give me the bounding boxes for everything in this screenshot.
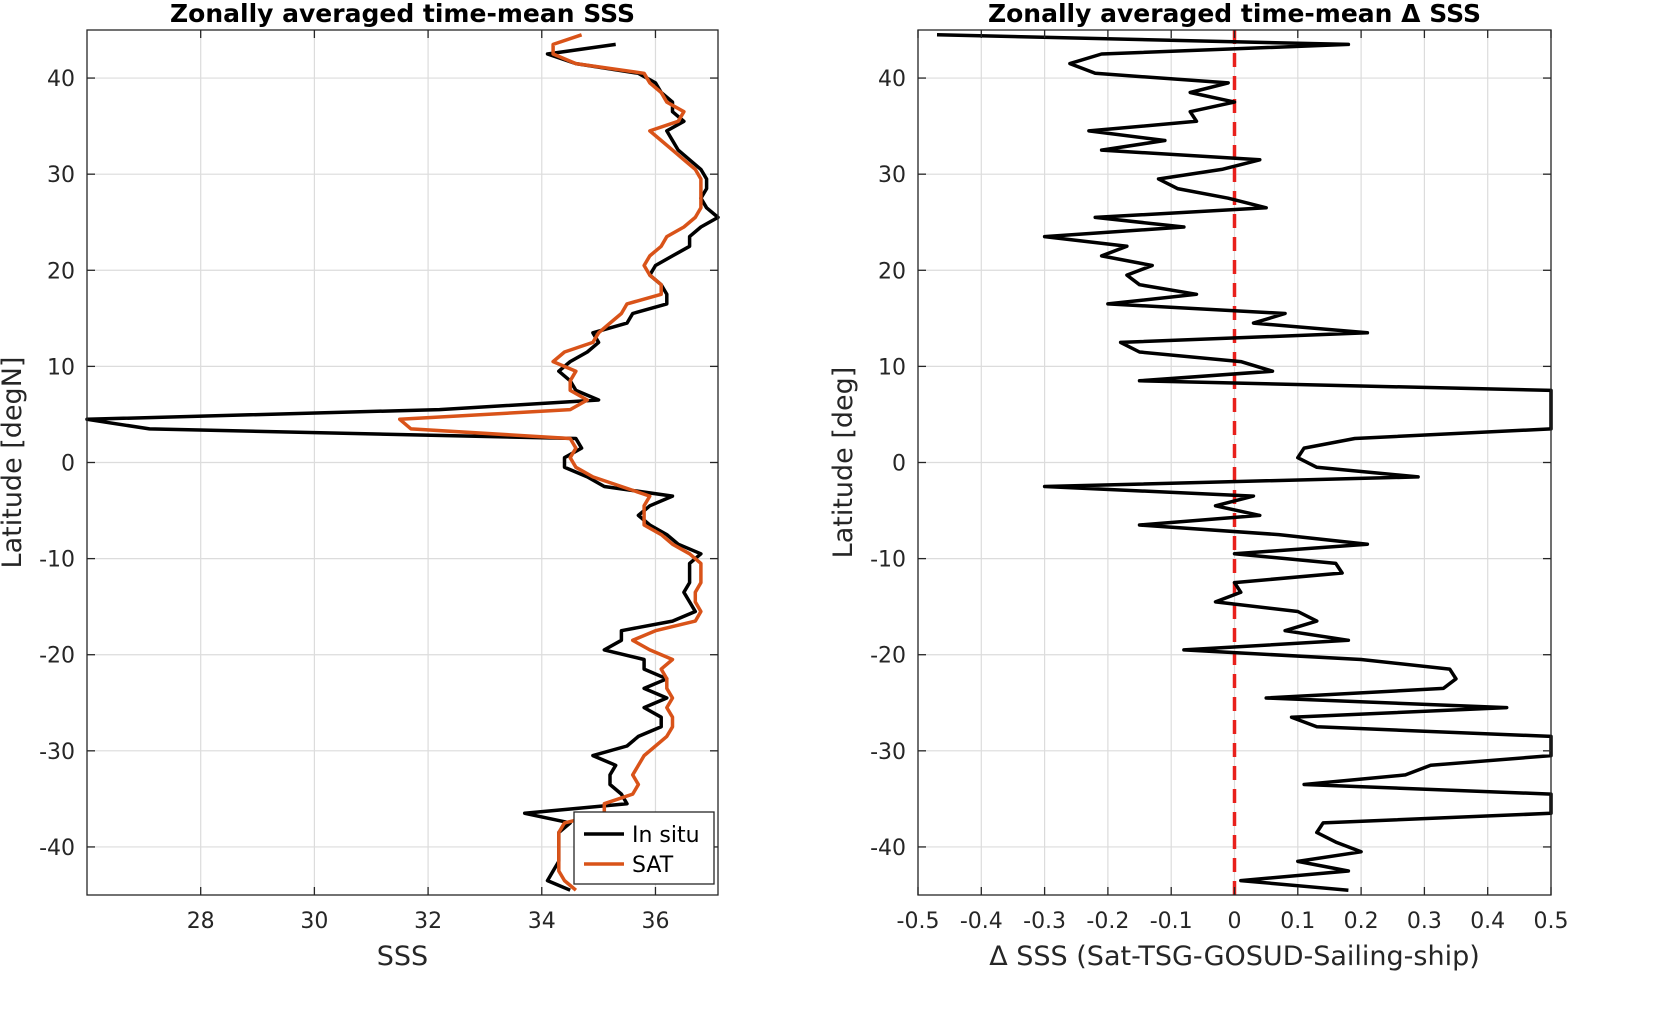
delta-sss-x-tick-label: 0 — [1228, 909, 1242, 934]
sss-y-tick-label: 0 — [61, 452, 75, 477]
sss-x-tick-label: 36 — [641, 909, 669, 934]
sss-y-tick-label: -20 — [39, 644, 75, 669]
sss-legend: In situ SAT — [573, 811, 715, 885]
delta-sss-x-tick-label: -0.2 — [1086, 909, 1129, 934]
sss-x-tick-label: 32 — [414, 909, 442, 934]
delta-sss-chart: -0.5 -0.4 -0.3 -0.2 -0.1 0 0.1 0.2 0.3 0.4 0.5 -40 -… — [828, 0, 1569, 972]
sss-x-tick-label: 28 — [187, 909, 215, 934]
delta-sss-y-tick-label: 40 — [878, 67, 906, 92]
delta-sss-y-tick-label: 20 — [878, 259, 906, 284]
sss-y-tick-label: 40 — [47, 67, 75, 92]
sss-y-axis-label: Latitude [degN] — [0, 357, 28, 569]
delta-sss-x-tick-label: 0.5 — [1534, 909, 1569, 934]
sss-y-tick-label: 20 — [47, 259, 75, 284]
delta-sss-x-tick-label: -0.3 — [1023, 909, 1066, 934]
sss-x-tick-label: 34 — [528, 909, 556, 934]
sss-series — [85, 33, 720, 892]
sss-chart-title: Zonally averaged time-mean SSS — [170, 0, 635, 28]
sss-series-line-in-situ — [85, 42, 720, 892]
sss-y-tick-label: 30 — [47, 163, 75, 188]
legend-entry-in-situ: In situ — [632, 823, 700, 848]
sss-x-tick-label: 30 — [300, 909, 328, 934]
sss-grid — [87, 30, 718, 895]
delta-sss-x-tick-label: 0.1 — [1280, 909, 1315, 934]
delta-sss-y-tick-label: -10 — [870, 548, 906, 573]
sss-y-tick-label: -10 — [39, 548, 75, 573]
delta-sss-y-tick-label: 30 — [878, 163, 906, 188]
sss-chart: 28 30 32 34 36 -40 -30 -20 -10 0 10 20 30 40 Zonally … — [0, 0, 720, 972]
delta-sss-x-tick-label: -0.5 — [897, 909, 940, 934]
delta-sss-y-tick-label: -40 — [870, 836, 906, 861]
sss-series-line-sat — [397, 33, 703, 892]
sss-ticks: 28 30 32 34 36 -40 -30 -20 -10 0 10 20 30 40 — [39, 30, 718, 934]
delta-sss-y-tick-label: -30 — [870, 740, 906, 765]
sss-y-tick-label: -40 — [39, 836, 75, 861]
delta-sss-y-tick-label: 0 — [892, 452, 906, 477]
delta-sss-x-tick-label: 0.3 — [1407, 909, 1442, 934]
sss-x-axis-label: SSS — [377, 941, 428, 972]
delta-sss-ticks: -0.5 -0.4 -0.3 -0.2 -0.1 0 0.1 0.2 0.3 0.4 0.5 -40 -… — [870, 30, 1569, 934]
sss-y-tick-label: 10 — [47, 355, 75, 380]
sss-y-tick-label: -30 — [39, 740, 75, 765]
delta-sss-x-tick-label: 0.2 — [1344, 909, 1379, 934]
delta-sss-x-tick-label: 0.4 — [1470, 909, 1505, 934]
delta-sss-y-axis-label: Latitude [deg] — [828, 367, 859, 559]
delta-sss-chart-title: Zonally averaged time-mean Δ SSS — [988, 0, 1481, 28]
delta-sss-x-tick-label: -0.1 — [1150, 909, 1193, 934]
legend-entry-sat: SAT — [632, 853, 674, 878]
delta-sss-x-axis-label: Δ SSS (Sat-TSG-GOSUD-Sailing-ship) — [989, 941, 1480, 972]
delta-sss-y-tick-label: -20 — [870, 644, 906, 669]
delta-sss-x-tick-label: -0.4 — [960, 909, 1003, 934]
delta-sss-y-tick-label: 10 — [878, 355, 906, 380]
legend-box — [573, 811, 715, 885]
